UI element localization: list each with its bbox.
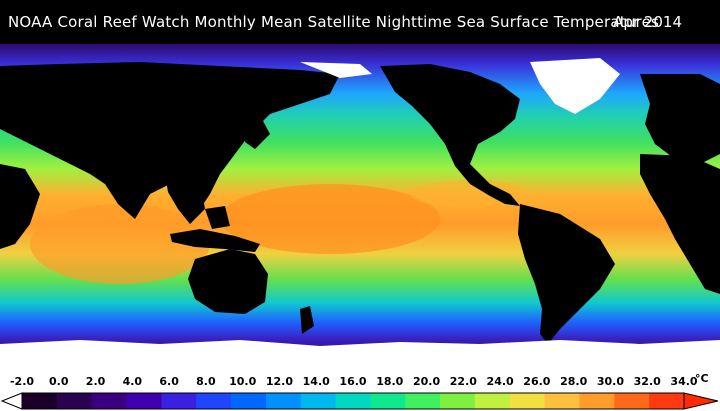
north-america	[380, 64, 520, 206]
colorbar-swatch	[300, 393, 337, 409]
colorbar-tick-label: 18.0	[376, 375, 404, 388]
colorbar-tick-label: 26.0	[523, 375, 551, 388]
colorbar-swatch	[370, 393, 406, 409]
colorbar-tick-label: 30.0	[596, 375, 625, 388]
indochina	[165, 174, 205, 224]
colorbar-swatch	[91, 393, 128, 409]
colorbar-tick-label: 14.0	[302, 375, 330, 388]
japan	[245, 119, 270, 149]
colorbar-swatch	[231, 393, 267, 409]
colorbar-tick-label: 8.0	[196, 375, 216, 388]
colorbar-tick-label: 16.0	[339, 375, 367, 388]
title-bar: NOAA Coral Reef Watch Monthly Mean Satel…	[0, 0, 720, 44]
colorbar-swatch	[440, 393, 476, 409]
colorbar-swatch	[196, 393, 232, 409]
india	[105, 164, 150, 219]
colorbar-min-arrow	[0, 392, 23, 410]
colorbar-swatch	[405, 393, 441, 409]
australia	[188, 249, 268, 314]
map-date: Apr 2014	[613, 13, 682, 31]
colorbar-swatch	[126, 393, 162, 409]
colorbar-tick-label: 12.0	[265, 375, 294, 388]
colorbar-tick-label: 6.0	[159, 375, 179, 388]
colorbar-max-arrow	[683, 392, 719, 410]
eurasia	[0, 62, 340, 214]
colorbar-legend: -2.0 0.0 2.0 4.0 6.0 8.0 10.0 12.0 14.0 16.0 18.0 2…	[0, 372, 720, 411]
colorbar-tick-label: 28.0	[560, 375, 588, 388]
colorbar-tick-label: 0.0	[49, 375, 69, 388]
africa	[640, 154, 720, 294]
colorbar-ticks: -2.0 0.0 2.0 4.0 6.0 8.0 10.0 12.0 14.0 16.0 18.0 2…	[0, 375, 720, 389]
colorbar-tick-label: 10.0	[229, 375, 257, 388]
colorbar-swatch	[265, 393, 302, 409]
colorbar-swatch	[161, 393, 197, 409]
new-zealand	[300, 306, 314, 334]
arctic-ice	[300, 62, 372, 78]
colorbar-tick-label: 20.0	[412, 375, 441, 388]
colorbar-tick-label: 22.0	[449, 375, 477, 388]
colorbar-tick-label: 24.0	[486, 375, 514, 388]
colorbar-swatch	[474, 393, 511, 409]
europe	[640, 74, 720, 164]
colorbar-tick-label: -2.0	[9, 375, 35, 388]
sst-map	[0, 44, 720, 372]
south-america	[518, 204, 615, 344]
africa-west	[0, 164, 40, 249]
colorbar-tick-label: 34.0	[670, 375, 698, 388]
colorbar-swatch	[56, 393, 93, 409]
colorbar-swatch	[544, 393, 580, 409]
indonesia	[170, 229, 260, 252]
colorbar-tick-label: 2.0	[85, 375, 106, 388]
colorbar-swatch	[649, 393, 685, 409]
colorbar-tick-label: 4.0	[122, 375, 143, 388]
antarctica	[0, 340, 720, 372]
colorbar-swatch	[614, 393, 650, 409]
colorbar-swatch	[579, 393, 615, 409]
indian-ocean-warm-pool	[30, 204, 210, 284]
colorbar-tick-label: 32.0	[633, 375, 661, 388]
colorbar-swatch	[509, 393, 546, 409]
west-pacific-warm-pool	[220, 184, 440, 254]
colorbar-swatch	[335, 393, 371, 409]
borneo	[205, 206, 230, 229]
colorbar-swatch	[22, 393, 58, 409]
colorbar-border	[21, 392, 685, 410]
colorbar-scale	[0, 392, 719, 410]
greenland	[530, 58, 620, 114]
map-title: NOAA Coral Reef Watch Monthly Mean Satel…	[8, 13, 660, 31]
colorbar-unit: °C	[695, 372, 709, 385]
